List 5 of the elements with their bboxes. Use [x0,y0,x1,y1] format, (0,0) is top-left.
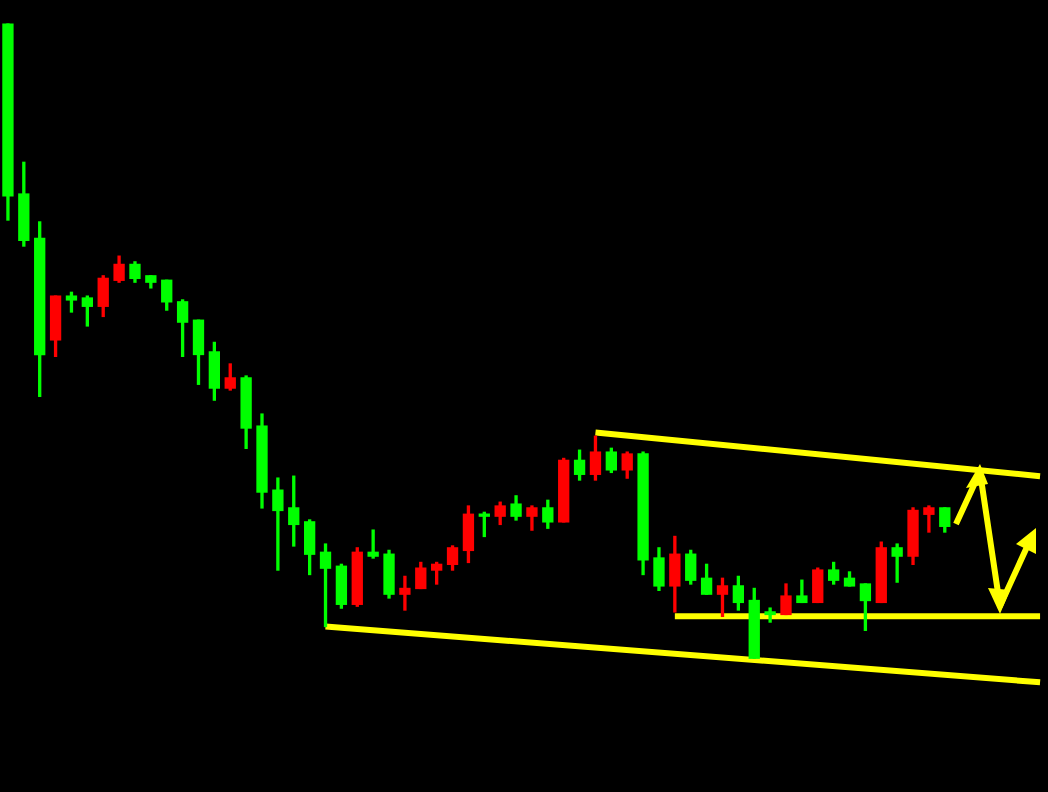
candlestick [891,543,903,583]
candlestick [367,529,379,559]
candlestick [399,575,411,611]
candlestick [272,477,284,571]
candlestick [764,607,776,623]
